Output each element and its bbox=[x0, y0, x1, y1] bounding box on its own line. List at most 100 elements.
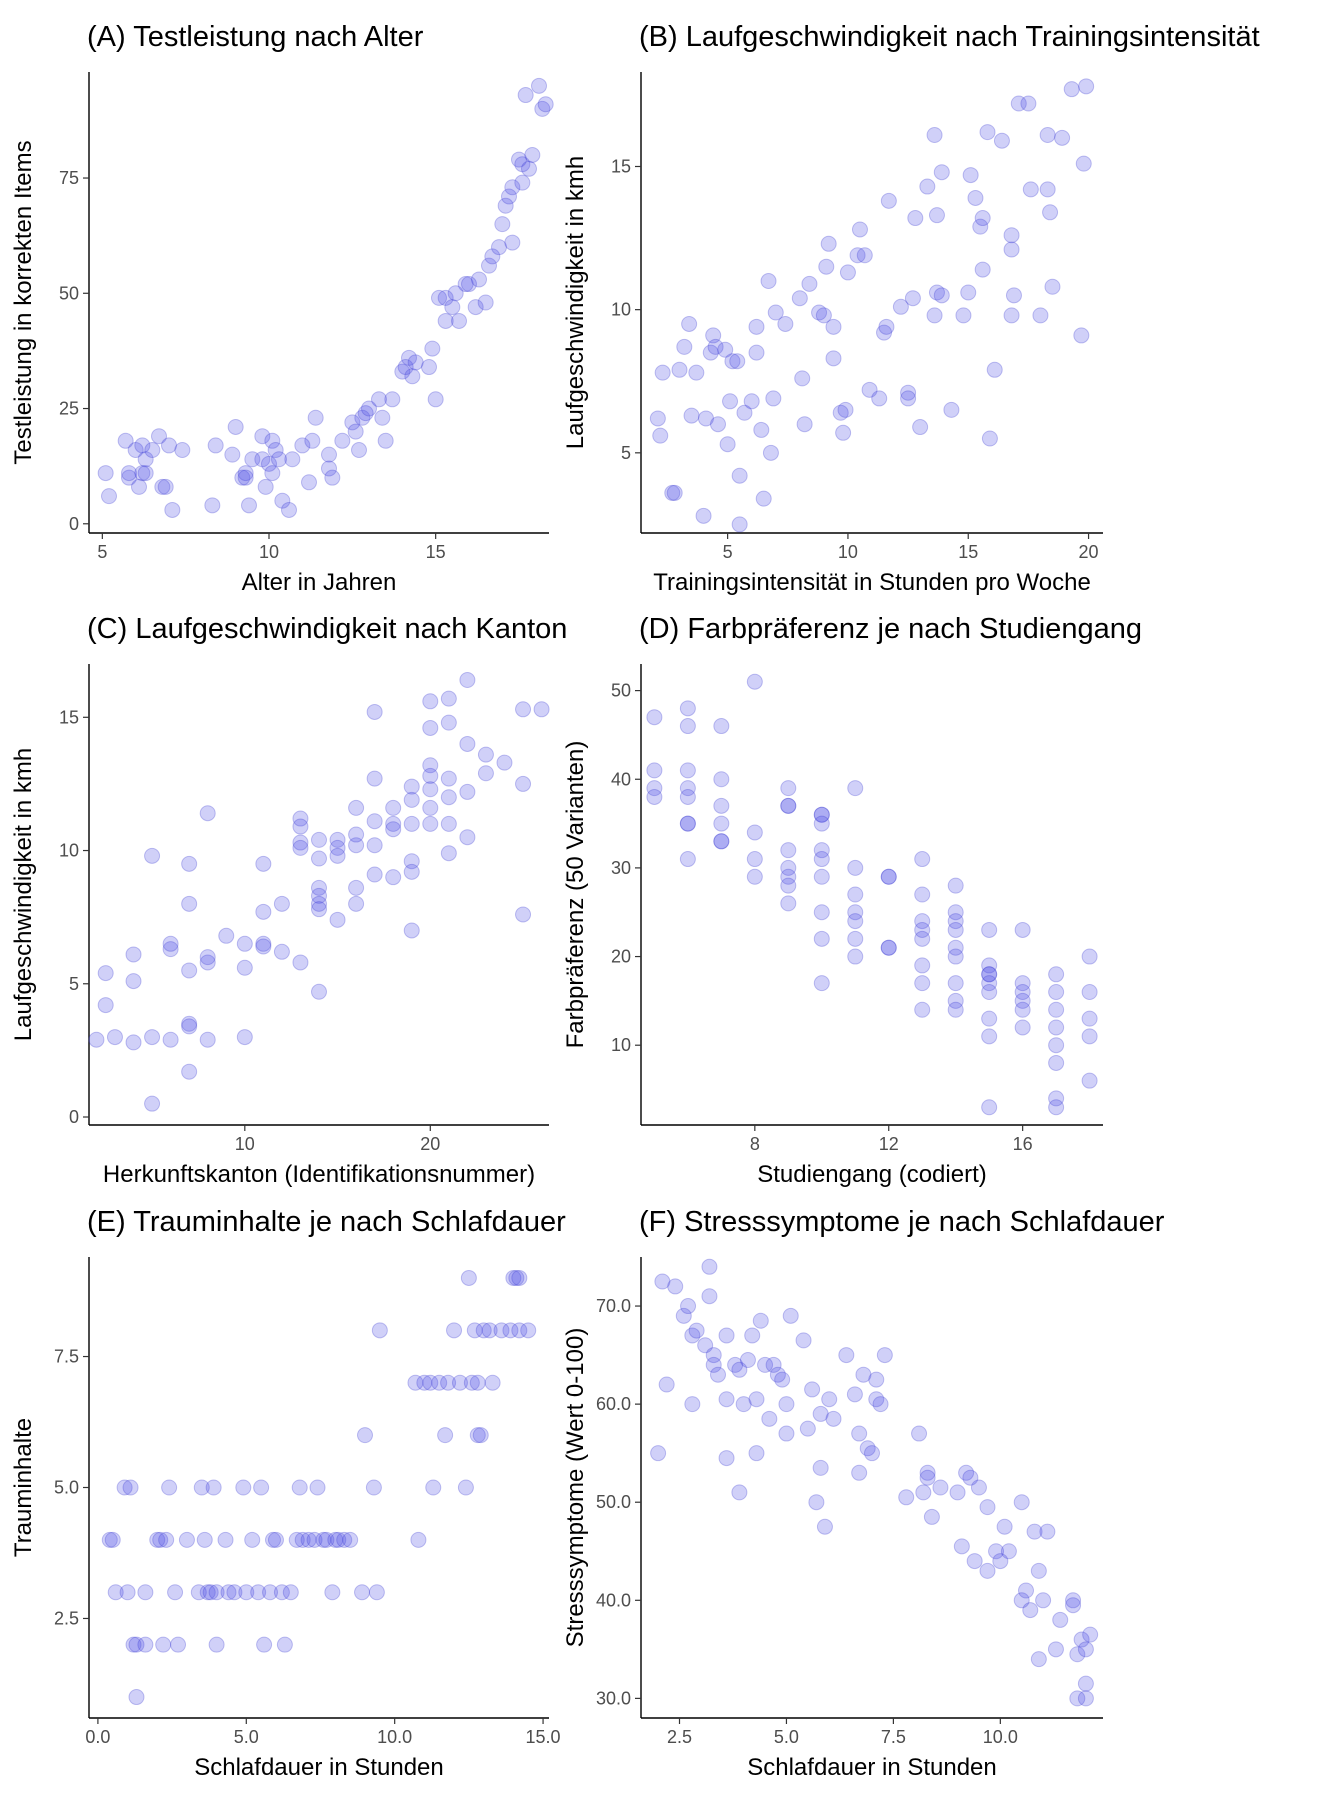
data-point bbox=[97, 965, 114, 982]
data-point bbox=[459, 735, 476, 752]
data-point bbox=[812, 1459, 829, 1476]
data-point bbox=[1003, 241, 1020, 258]
data-point bbox=[739, 1351, 756, 1368]
data-point bbox=[1014, 1001, 1031, 1018]
data-point bbox=[847, 904, 864, 921]
data-point bbox=[684, 1396, 701, 1413]
data-point bbox=[161, 437, 177, 454]
panel-d-points bbox=[646, 673, 1098, 1116]
data-point bbox=[780, 797, 797, 814]
data-point bbox=[292, 810, 309, 827]
data-point bbox=[178, 1531, 195, 1548]
data-point bbox=[914, 921, 931, 938]
data-point bbox=[710, 1366, 726, 1383]
data-point bbox=[859, 1440, 876, 1457]
data-point bbox=[137, 465, 154, 482]
data-point bbox=[813, 851, 830, 868]
data-point bbox=[880, 939, 897, 956]
data-point bbox=[1005, 287, 1022, 304]
data-point bbox=[291, 1479, 308, 1496]
data-point bbox=[253, 1479, 270, 1496]
data-point bbox=[294, 437, 311, 454]
data-point bbox=[321, 460, 337, 477]
data-point bbox=[851, 1464, 868, 1481]
panel-b-y-tick-label: 10 bbox=[611, 300, 631, 320]
data-point bbox=[718, 1391, 735, 1408]
data-point bbox=[820, 235, 837, 252]
data-point bbox=[524, 146, 541, 163]
data-point bbox=[208, 1584, 225, 1601]
data-point bbox=[181, 1063, 198, 1080]
data-point bbox=[748, 344, 765, 361]
data-point bbox=[1000, 1543, 1017, 1560]
data-point bbox=[505, 1269, 522, 1286]
data-point bbox=[914, 1001, 931, 1018]
data-point bbox=[765, 390, 782, 407]
data-point bbox=[780, 797, 797, 814]
data-point bbox=[459, 829, 476, 846]
panel-b-y-tick-label: 15 bbox=[611, 156, 631, 176]
data-point bbox=[1069, 1690, 1086, 1707]
data-point bbox=[880, 868, 897, 885]
data-point bbox=[472, 1427, 489, 1444]
data-point bbox=[371, 1322, 388, 1339]
data-point bbox=[760, 273, 777, 290]
data-point bbox=[311, 850, 327, 867]
data-point bbox=[267, 1531, 284, 1548]
data-point bbox=[273, 1584, 290, 1601]
data-point bbox=[1013, 1592, 1030, 1609]
panel-a-y-tick-label: 0 bbox=[69, 514, 79, 534]
data-point bbox=[847, 780, 864, 797]
data-point bbox=[727, 1356, 744, 1373]
data-point bbox=[778, 1425, 795, 1442]
data-point bbox=[1048, 1090, 1065, 1107]
data-point bbox=[234, 469, 251, 486]
panel-e-x-tick-label: 15.0 bbox=[526, 1727, 561, 1747]
data-point bbox=[880, 192, 897, 209]
panel-a-y-tick-label: 25 bbox=[59, 399, 79, 419]
data-point bbox=[974, 210, 991, 227]
data-point bbox=[116, 1479, 133, 1496]
data-point bbox=[1048, 984, 1065, 1001]
data-point bbox=[804, 1381, 821, 1398]
data-point bbox=[199, 805, 216, 822]
panel-f-y-tick-label: 50.0 bbox=[596, 1492, 631, 1512]
data-point bbox=[137, 1584, 154, 1601]
data-point bbox=[1039, 126, 1056, 143]
data-point bbox=[707, 338, 724, 355]
data-point bbox=[311, 831, 327, 848]
panel-e-x-axis-label: Schlafdauer in Stunden bbox=[194, 1754, 444, 1781]
data-point bbox=[514, 174, 531, 191]
data-point bbox=[1048, 1054, 1065, 1071]
data-point bbox=[753, 421, 770, 438]
data-point bbox=[868, 1391, 885, 1408]
data-point bbox=[385, 821, 402, 838]
data-point bbox=[780, 842, 797, 859]
data-point bbox=[121, 469, 137, 486]
data-point bbox=[1020, 95, 1037, 112]
data-point bbox=[431, 1374, 448, 1391]
data-point bbox=[181, 1015, 198, 1032]
data-point bbox=[813, 806, 830, 823]
data-point bbox=[718, 1450, 735, 1467]
data-point bbox=[515, 906, 532, 923]
data-point bbox=[979, 1562, 996, 1579]
data-point bbox=[494, 216, 511, 233]
data-point bbox=[933, 164, 950, 181]
data-point bbox=[237, 465, 254, 482]
data-point bbox=[914, 851, 931, 868]
data-point bbox=[847, 913, 864, 930]
data-point bbox=[671, 361, 688, 378]
data-point bbox=[679, 815, 696, 832]
data-point bbox=[914, 886, 931, 903]
panel-e-points bbox=[101, 1269, 537, 1706]
data-point bbox=[796, 416, 813, 433]
data-point bbox=[724, 353, 741, 370]
data-point bbox=[947, 992, 964, 1009]
data-point bbox=[993, 132, 1010, 149]
data-point bbox=[778, 1396, 795, 1413]
data-point bbox=[301, 474, 317, 491]
data-point bbox=[972, 218, 989, 235]
panel-b-y-tick-label: 5 bbox=[621, 443, 631, 463]
data-point bbox=[746, 673, 763, 690]
